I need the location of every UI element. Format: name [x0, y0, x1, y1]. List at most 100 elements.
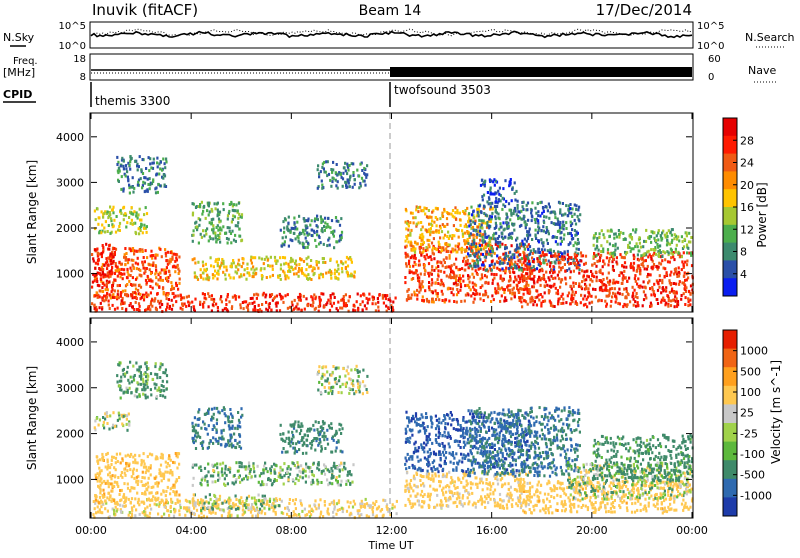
data-cell — [511, 288, 513, 291]
data-cell — [575, 204, 577, 207]
data-cell — [532, 260, 534, 263]
data-cell — [538, 299, 540, 302]
data-cell — [177, 288, 179, 291]
data-cell — [368, 298, 370, 301]
data-cell — [452, 271, 454, 274]
data-cell — [135, 301, 137, 304]
data-cell — [301, 258, 303, 261]
data-cell — [352, 174, 354, 177]
data-cell — [186, 296, 188, 299]
data-cell — [264, 512, 266, 515]
data-cell — [324, 504, 326, 507]
data-cell — [352, 171, 354, 174]
data-cell — [118, 272, 120, 275]
data-cell — [607, 295, 609, 298]
data-cell — [250, 259, 252, 262]
data-cell — [552, 254, 554, 257]
data-cell — [288, 216, 290, 219]
data-cell — [106, 422, 108, 425]
data-cell — [472, 281, 474, 284]
data-cell — [119, 284, 121, 287]
data-cell — [608, 283, 610, 286]
data-cell — [347, 500, 349, 503]
data-cell — [316, 224, 318, 227]
data-cell — [178, 463, 180, 466]
data-cell — [472, 292, 474, 295]
data-cell — [107, 459, 109, 462]
data-cell — [524, 299, 526, 302]
data-cell — [466, 242, 468, 245]
data-cell — [333, 235, 335, 238]
data-cell — [623, 288, 625, 291]
data-cell — [230, 232, 232, 235]
data-cell — [634, 289, 636, 292]
data-cell — [170, 288, 172, 291]
data-cell — [212, 303, 214, 306]
range-tick-label: 2000 — [56, 222, 84, 235]
data-cell — [124, 253, 126, 256]
data-cell — [238, 259, 240, 262]
data-cell — [217, 214, 219, 217]
data-cell — [144, 463, 146, 466]
data-cell — [536, 296, 538, 299]
data-cell — [131, 509, 133, 512]
data-cell — [137, 184, 139, 187]
data-cell — [495, 273, 497, 276]
data-cell — [167, 303, 169, 306]
data-cell — [480, 219, 482, 222]
data-cell — [289, 306, 291, 309]
data-cell — [157, 165, 159, 168]
data-cell — [433, 221, 435, 224]
data-cell — [336, 163, 338, 166]
data-cell — [653, 293, 655, 296]
data-cell — [513, 292, 515, 295]
data-cell — [559, 286, 561, 289]
data-cell — [414, 241, 416, 244]
data-cell — [116, 266, 118, 269]
data-cell — [594, 262, 596, 265]
data-cell — [175, 300, 177, 303]
data-cell — [447, 231, 449, 234]
data-cell — [497, 242, 499, 245]
data-cell — [352, 162, 354, 165]
data-cell — [102, 272, 104, 275]
data-cell — [537, 231, 539, 234]
data-cell — [676, 305, 678, 308]
data-cell — [629, 300, 631, 303]
data-cell — [217, 229, 219, 232]
data-cell — [150, 250, 152, 253]
data-cell — [248, 461, 250, 464]
data-cell — [549, 206, 551, 209]
data-cell — [196, 225, 198, 228]
data-cell — [464, 300, 466, 303]
data-cell — [676, 292, 678, 295]
data-cell — [216, 226, 218, 229]
data-cell — [358, 175, 360, 178]
data-cell — [202, 264, 204, 267]
data-cell — [567, 258, 569, 261]
data-cell — [428, 286, 430, 289]
data-cell — [567, 208, 569, 211]
data-cell — [681, 255, 683, 258]
data-cell — [102, 276, 104, 279]
data-cell — [688, 232, 690, 235]
data-cell — [119, 268, 121, 271]
data-cell — [608, 260, 610, 263]
data-cell — [202, 210, 204, 213]
data-cell — [242, 500, 244, 503]
data-cell — [308, 233, 310, 236]
data-cell — [156, 503, 158, 506]
data-cell — [591, 264, 593, 267]
data-cell — [125, 462, 127, 465]
data-cell — [686, 232, 688, 235]
data-cell — [263, 465, 265, 468]
data-cell — [470, 288, 472, 291]
data-cell — [575, 282, 577, 285]
data-cell — [495, 210, 497, 213]
data-cell — [482, 236, 484, 239]
data-cell — [447, 250, 449, 253]
data-cell — [446, 275, 448, 278]
data-cell — [480, 248, 482, 251]
data-cell — [570, 270, 572, 273]
data-cell — [359, 303, 361, 306]
